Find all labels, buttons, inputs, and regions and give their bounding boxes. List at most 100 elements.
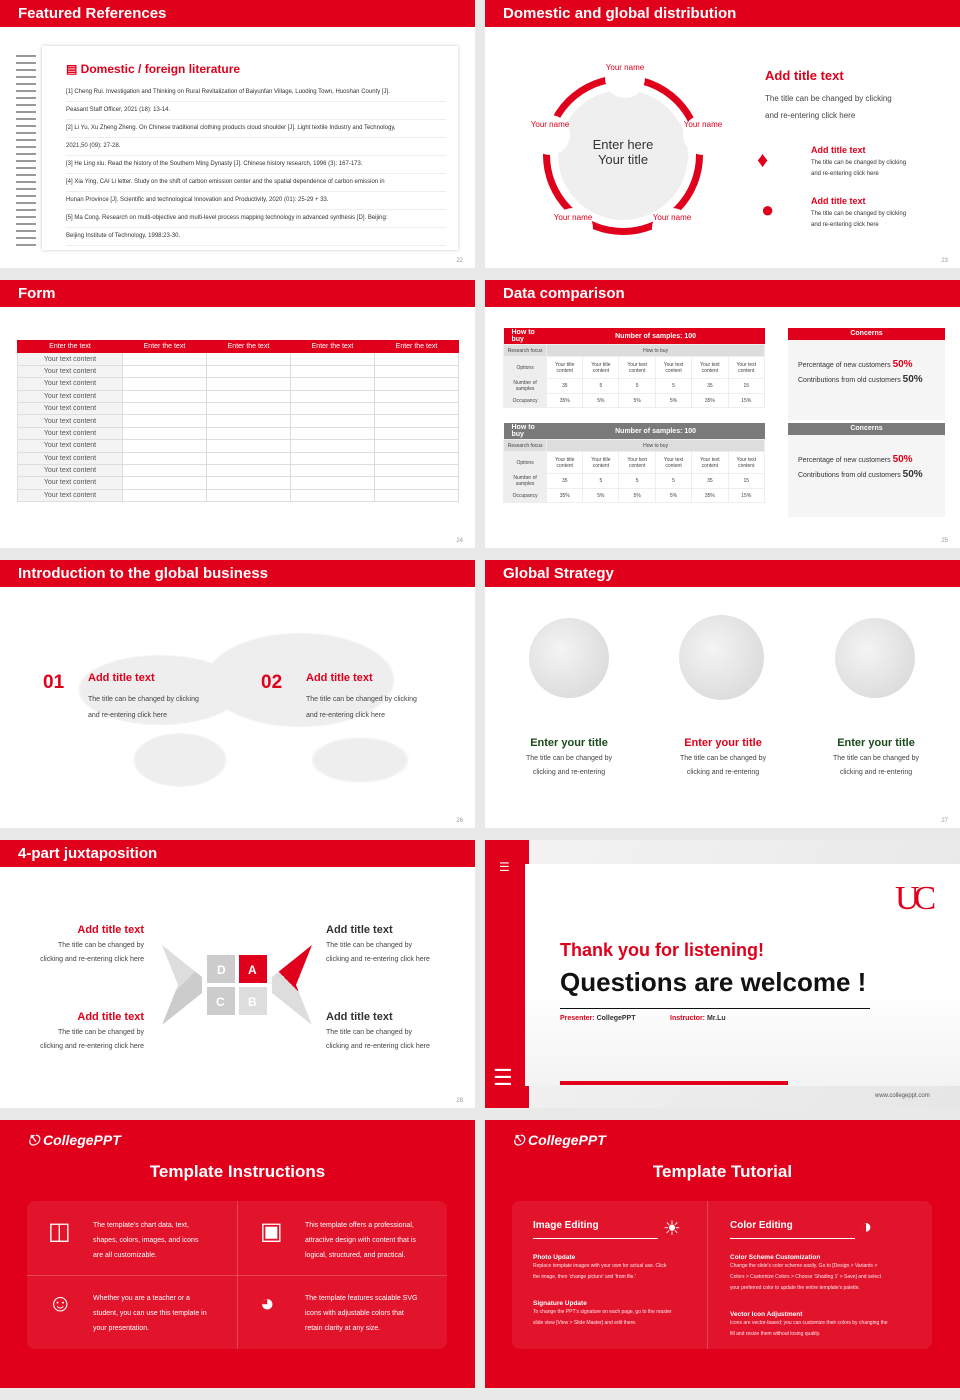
tutorial-card — [512, 1201, 932, 1349]
comparison-table: How to buy Number of samples: 100 Researc… — [502, 423, 766, 503]
cell: Your text content — [17, 364, 123, 379]
instructor: Mr.Lu — [706, 1015, 726, 1022]
column-header: Enter the text — [373, 339, 460, 354]
accent-bar — [560, 1081, 788, 1085]
center-title: Enter here Your title — [558, 90, 688, 220]
part-item: Add title text The title can be changed b… — [326, 924, 430, 963]
divider — [237, 1201, 238, 1349]
column-header: Enter the text — [289, 339, 375, 354]
content-card — [525, 864, 960, 1086]
instructor-label: Instructor: — [670, 1015, 705, 1022]
side-bar — [485, 840, 529, 1108]
part-item: Add title text The title can be changed b… — [326, 1011, 430, 1050]
name-node: Your name — [652, 208, 692, 248]
item-title: Add title text — [811, 145, 866, 155]
china-map-icon: ♦ — [757, 147, 769, 172]
page-number: 25 — [941, 538, 948, 544]
page-number: 26 — [456, 818, 463, 824]
folder-icon: ▣ — [260, 1218, 283, 1245]
section-heading: Domestic / foreign literature — [80, 62, 241, 76]
table-row: Your text content — [17, 364, 460, 379]
slide-data-comparison[interactable]: Data comparison How to buy Number of samp… — [485, 280, 960, 548]
page-number: 27 — [941, 818, 948, 824]
slide-form[interactable]: Form Enter the text Enter the text Enter t… — [0, 280, 475, 548]
divider — [27, 1275, 447, 1276]
reference-line: Hunan Province [J]. Scientific and techn… — [66, 192, 446, 210]
menu-icon[interactable]: ☰ — [499, 860, 510, 874]
part-a: A — [239, 955, 267, 983]
cell: Your text content — [17, 426, 123, 441]
website-url[interactable]: www.collegeppt.com — [875, 1093, 930, 1099]
slide-title: Featured References — [0, 0, 475, 27]
tutorial-item: Signature Update To change the PPT's sign… — [533, 1300, 672, 1326]
reference-line: 2021,50 (09): 27-28. — [66, 138, 446, 156]
slide-template-tutorial[interactable]: ⎋ CollegePPT Template Tutorial Image Edi… — [485, 1120, 960, 1388]
item-title: Add title text — [811, 196, 866, 206]
instruction-text: The template's chart data, text, shapes, … — [93, 1222, 199, 1259]
tutorial-item: Color Scheme Customization Change the sli… — [730, 1254, 882, 1291]
instructions-card — [27, 1201, 447, 1349]
table-row: Your text content — [17, 426, 460, 441]
tutorial-item: Vector Icon Adjustment Icons are vector-b… — [730, 1311, 888, 1337]
spiral-binding — [16, 50, 36, 246]
name-node: Your name — [553, 208, 593, 248]
slide-title: 4-part juxtaposition — [0, 840, 475, 867]
table-row: Your text content — [17, 476, 460, 490]
right-arrow-shape — [272, 945, 312, 1025]
strategy-item: Enter your title The title can be changed… — [525, 737, 612, 776]
world-map — [40, 610, 440, 810]
slide-global-strategy[interactable]: Global Strategy Enter your title The titl… — [485, 560, 960, 828]
name-node: Your name — [530, 115, 570, 155]
slide-template-instructions[interactable]: ⎋ CollegePPT Template Instructions ◫ The … — [0, 1120, 475, 1388]
basketball-icon: ◕ — [260, 1290, 275, 1317]
reference-line: [5] Ma Cong. Research on multi-objective… — [66, 210, 446, 228]
slide-thank-you[interactable]: ☰ ☰ UC Thank you for listening! Question… — [485, 840, 960, 1108]
page-number: 22 — [456, 258, 463, 264]
divider — [560, 1008, 870, 1009]
cell: Your text content — [17, 389, 123, 403]
layers-icon: ☰ — [493, 1065, 513, 1090]
teacher-icon: ☺ — [48, 1290, 73, 1317]
slide-distribution[interactable]: Domestic and global distribution Enter h… — [485, 0, 960, 268]
table-row: Your text content — [17, 463, 460, 478]
slide-title: Global Strategy — [485, 560, 960, 587]
column-header: Enter the text — [17, 339, 123, 354]
brand-logo: ⎋ CollegePPT — [28, 1132, 121, 1148]
concerns-box: Concerns Percentage of new customers 50%… — [788, 328, 945, 420]
strategy-item: Enter your title The title can be changed… — [832, 737, 919, 776]
reference-line: [4] Xia Ying, CAI Li letter. Study on th… — [66, 174, 446, 192]
slide-global-business[interactable]: Introduction to the global business 01 Ad… — [0, 560, 475, 828]
presenter-label: Presenter: — [560, 1015, 595, 1022]
reference-line: [1] Cheng Rui. Investigation and Thinkin… — [66, 84, 446, 102]
book-icon: ▤ — [66, 62, 81, 76]
page-number: 28 — [456, 1098, 463, 1104]
cell: Your text content — [17, 488, 123, 503]
add-title: Add title text — [765, 68, 844, 83]
table-row: Your text content — [17, 401, 460, 416]
divider — [707, 1201, 708, 1349]
name-node: Your name — [605, 58, 645, 98]
cell: Your text content — [17, 451, 123, 465]
page-number: 24 — [456, 538, 463, 544]
part-c: C — [207, 987, 235, 1015]
slide-featured-references[interactable]: Featured References ▤ Domestic / foreign… — [0, 0, 475, 268]
page-number: 23 — [941, 258, 948, 264]
slide-title: Domestic and global distribution — [485, 0, 960, 27]
slide-juxtaposition[interactable]: 4-part juxtaposition D A C B Add title t… — [0, 840, 475, 1108]
reference-line: [3] He Ling xiu. Read the history of the… — [66, 156, 446, 174]
instruction-text: This template offers a professional, attr… — [305, 1222, 416, 1259]
palette-icon: ◑ — [860, 1216, 873, 1238]
globe-image — [529, 618, 609, 698]
section-title: Color Editing — [730, 1220, 793, 1231]
strategy-item: Enter your title The title can be changed… — [679, 737, 766, 776]
uc-logo: UC — [895, 880, 936, 917]
instruction-text: Whether you are a teacher or a student, y… — [93, 1295, 207, 1332]
slide-title: Introduction to the global business — [0, 560, 475, 587]
cell: Your text content — [17, 414, 123, 428]
name-node: Your name — [683, 115, 723, 155]
thanks-text: Thank you for listening! — [560, 940, 765, 960]
table-row: Your text content — [17, 414, 460, 428]
notebook-page: ▤ Domestic / foreign literature [1] Chen… — [42, 46, 458, 250]
slide-title: Template Tutorial — [652, 1162, 793, 1181]
lightbulb-icon: ☀ — [663, 1218, 681, 1240]
